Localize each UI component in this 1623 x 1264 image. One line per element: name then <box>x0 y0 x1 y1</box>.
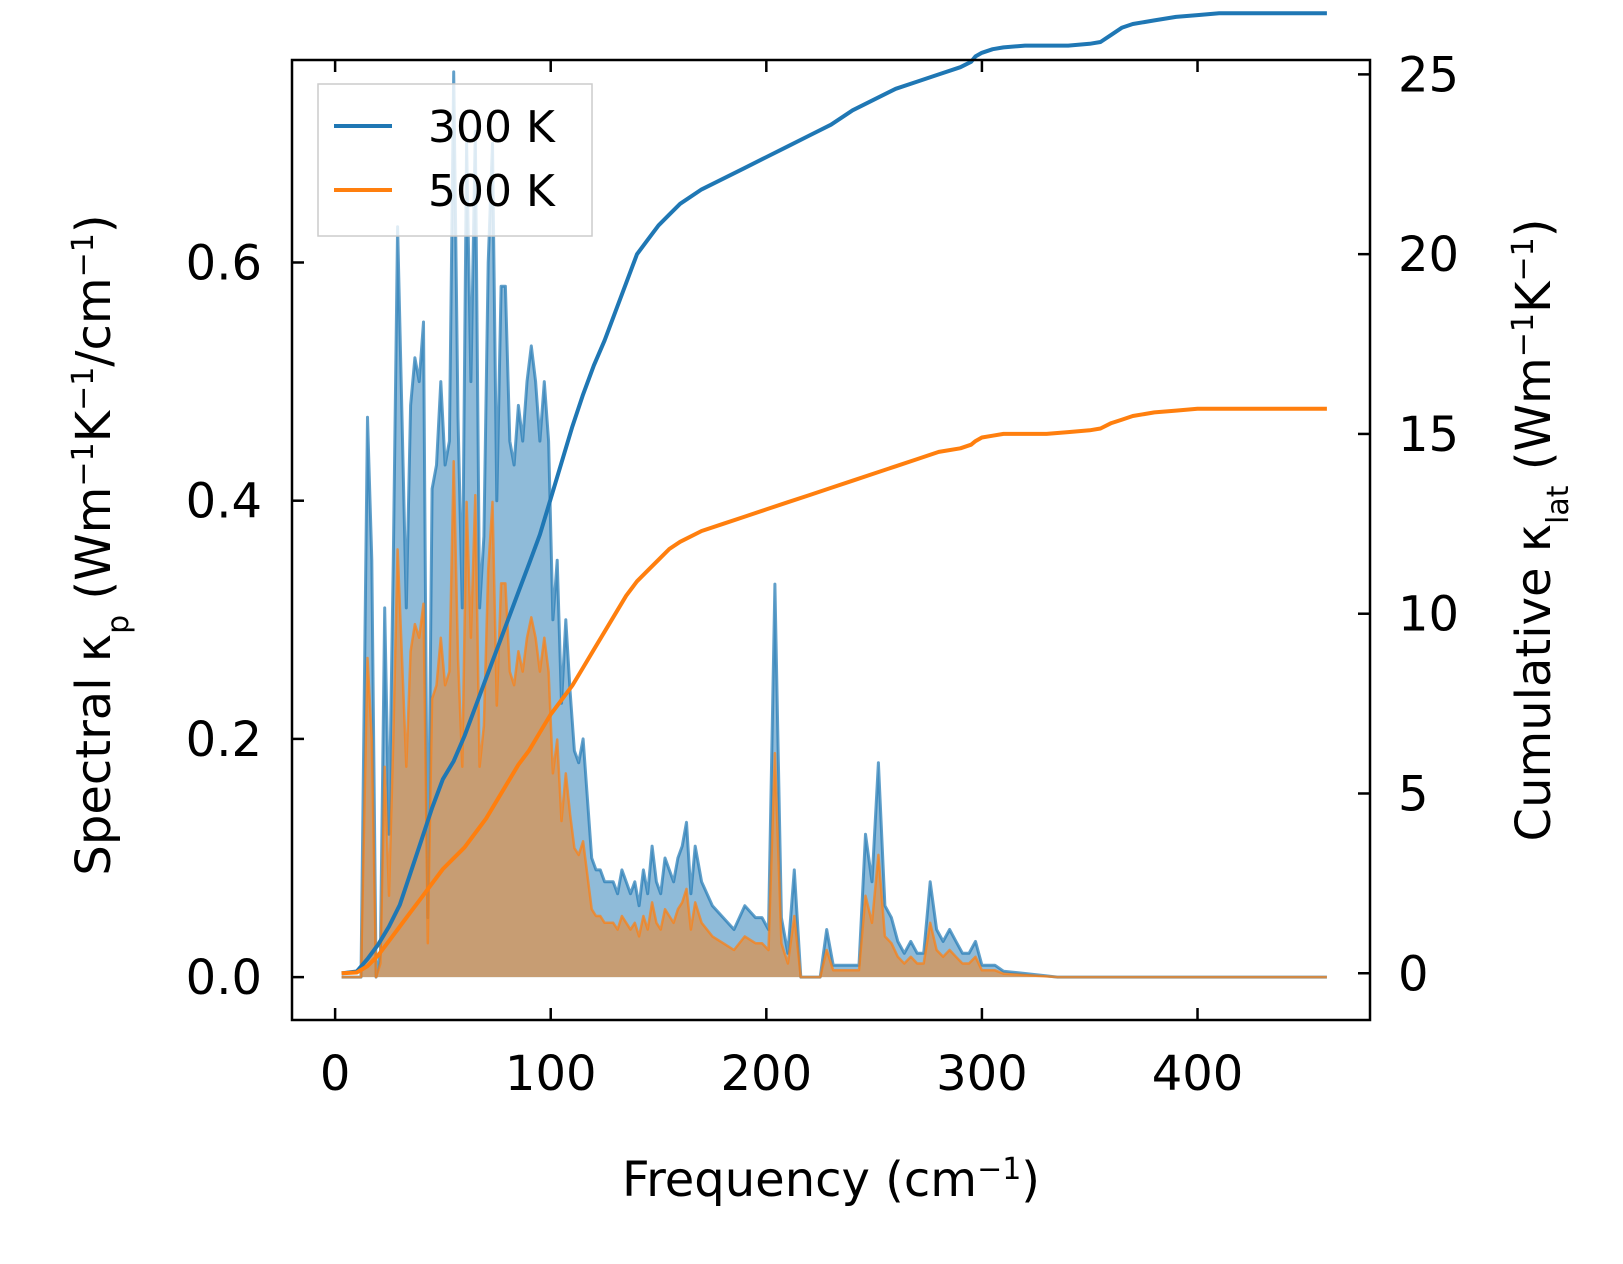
x-tick-label: 100 <box>505 1046 597 1102</box>
spectral-500K-area <box>341 461 1327 978</box>
y-left-tick-label: 0.4 <box>186 474 262 530</box>
x-tick-label: 200 <box>721 1046 813 1102</box>
y-axis-left-label: Spectral κp (Wm−1K−1/cm−1) <box>66 214 136 875</box>
y-right-tick-label: 10 <box>1398 587 1459 643</box>
plot-area <box>341 11 1327 979</box>
y-left-tick-label: 0.6 <box>186 235 262 291</box>
legend-label-300K: 300 K <box>428 102 556 153</box>
y-right-tick-label: 15 <box>1398 407 1459 463</box>
y-left-tick-label: 0.0 <box>186 950 262 1006</box>
y-axis-right-label: Cumulative κlat (Wm−1K−1) <box>1506 219 1576 842</box>
y-right-tick-label: 5 <box>1398 766 1429 822</box>
cumulative-300K-line <box>341 11 1327 976</box>
axes-frame <box>290 58 1372 1022</box>
y-right-tick-label: 25 <box>1398 47 1459 103</box>
legend-box <box>317 83 593 237</box>
x-tick-label: 300 <box>936 1046 1028 1102</box>
axis-ticks: 0 100 200 300 400 0.0 0.2 0.4 0.6 0 5 10 15 20 25 <box>186 47 1459 1102</box>
spectral-500K-line <box>341 459 1327 979</box>
cumulative-500K-line <box>341 406 1327 976</box>
y-right-tick-label: 0 <box>1398 946 1429 1002</box>
legend: 300 K 500 K <box>317 83 593 237</box>
y-right-tick-label: 20 <box>1398 227 1459 283</box>
legend-label-500K: 500 K <box>428 166 556 217</box>
x-tick-label: 400 <box>1152 1046 1244 1102</box>
x-tick-label: 0 <box>320 1046 351 1102</box>
y-left-tick-label: 0.2 <box>186 712 262 768</box>
x-axis-label: Frequency (cm−1) <box>622 1152 1040 1209</box>
